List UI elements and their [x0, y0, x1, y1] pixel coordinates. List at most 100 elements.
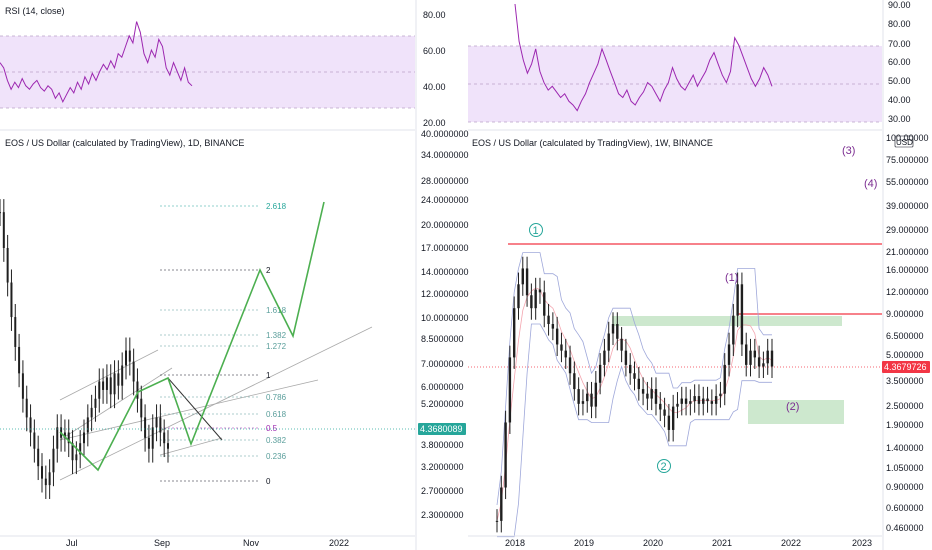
- right-price-body: [543, 292, 546, 316]
- left-channel-line: [59, 367, 173, 441]
- left-price-tick: 14.0000000: [421, 267, 469, 277]
- left-time-tick: 2022: [329, 538, 349, 548]
- right-price-body: [637, 378, 640, 390]
- right-rsi-tick: 70.00: [888, 39, 911, 49]
- left-time-tick: Jul: [66, 538, 78, 548]
- right-price-body: [547, 315, 550, 325]
- right-price-body: [534, 289, 537, 309]
- right-price-body: [629, 364, 632, 374]
- left-rsi-tick: 20.00: [423, 118, 446, 128]
- right-time-tick: 2019: [574, 538, 594, 548]
- left-channel-line: [159, 437, 223, 456]
- left-price-body: [121, 365, 124, 386]
- fib-level-label: 0.786: [266, 393, 287, 402]
- right-rsi-tick: 90.00: [888, 0, 911, 10]
- left-price-body: [163, 432, 166, 444]
- right-price-body: [770, 350, 774, 367]
- left-price-body: [102, 381, 105, 390]
- right-price-body: [749, 350, 752, 365]
- bollinger-basis: [496, 287, 773, 521]
- right-price-body: [727, 344, 731, 365]
- left-price-body: [155, 417, 158, 428]
- support-zone: [748, 400, 844, 424]
- fib-level-label: 1: [266, 371, 271, 380]
- right-price-body: [697, 396, 701, 404]
- right-price-tick: 3.500000: [886, 376, 924, 386]
- right-price-body: [714, 396, 718, 404]
- right-price-body: [684, 398, 688, 404]
- right-price-title: EOS / US Dollar (calculated by TradingVi…: [472, 138, 713, 148]
- left-price-body: [2, 212, 5, 248]
- right-price-tick: 0.460000: [886, 523, 924, 533]
- left-price-tick: 2.3000000: [421, 510, 464, 520]
- fib-level-label: 1.272: [266, 342, 287, 351]
- right-price-body: [680, 398, 683, 404]
- left-price-body: [105, 377, 108, 390]
- left-price-body: [6, 247, 9, 283]
- bollinger-upper: [496, 252, 772, 506]
- left-price-body: [109, 377, 112, 395]
- left-price-body: [44, 478, 47, 486]
- left-price-tick: 40.0000000: [421, 129, 469, 139]
- right-price-body: [521, 268, 524, 285]
- left-rsi-band: [0, 36, 415, 108]
- left-price-tick: 2.7000000: [421, 486, 464, 496]
- left-price-body: [128, 350, 131, 362]
- left-price-body: [56, 427, 59, 449]
- currency-badge[interactable]: [894, 135, 914, 148]
- right-price-body: [732, 315, 735, 345]
- right-price-tick: 21.000000: [886, 247, 929, 257]
- left-rsi-tick: 80.00: [423, 10, 446, 20]
- fib-level-label: 0.236: [266, 452, 287, 461]
- left-price-tick: 3.8000000: [421, 440, 464, 450]
- left-price-bars: [0, 199, 169, 499]
- left-price-body: [151, 427, 154, 449]
- right-price-tag-bg: [882, 361, 930, 373]
- left-fibonacci-extension: 2.618 2 1.618 1.382 1.272 1 0.786 0.618 0.5 0.382…: [160, 202, 287, 486]
- left-rsi-line: [0, 21, 193, 103]
- left-price-body: [10, 282, 13, 318]
- right-price-tick: 12.000000: [886, 287, 929, 297]
- left-rsi-tick: 40.00: [423, 82, 446, 92]
- left-green-wave-path: [59, 201, 325, 472]
- right-price-body: [616, 324, 619, 339]
- left-price-tag-bg: [418, 423, 466, 435]
- left-price-body: [71, 443, 74, 461]
- right-price-body: [706, 398, 709, 402]
- right-price-tick: 1.400000: [886, 443, 924, 453]
- right-rsi-tick: 80.00: [888, 19, 911, 29]
- fib-level-label: 0: [266, 477, 271, 486]
- left-price-body: [63, 432, 66, 438]
- right-price-body: [568, 357, 572, 374]
- left-price-tick: 17.0000000: [421, 243, 469, 253]
- right-price-body: [508, 357, 512, 423]
- right-price-body: [646, 393, 649, 399]
- left-price-body: [113, 373, 116, 395]
- right-time-tick: 2021: [712, 538, 732, 548]
- right-price-body: [594, 382, 598, 407]
- wave-label-4: (4): [864, 178, 877, 190]
- right-price-body: [719, 393, 722, 397]
- resistance-zone: [612, 316, 842, 326]
- right-price-body: [611, 324, 615, 334]
- right-price-body: [560, 344, 563, 351]
- left-price-body: [33, 432, 36, 449]
- fib-level-label: 2: [266, 266, 271, 275]
- left-price-ticks: 40.0000000 34.0000000 28.0000000 24.0000000…: [421, 129, 469, 520]
- left-price-body: [29, 417, 32, 433]
- left-price-tick: 6.0000000: [421, 382, 464, 392]
- right-rsi-tick: 60.00: [888, 57, 911, 67]
- left-price-tick: 8.5000000: [421, 334, 464, 344]
- right-time-axis: 2018 2019 2020 2021 2022 2023: [505, 538, 872, 548]
- left-price-body: [21, 373, 24, 399]
- wave-circle-1-label: 1: [533, 225, 539, 237]
- right-price-body: [551, 324, 555, 329]
- wave-label-3: (3): [842, 145, 855, 157]
- right-rsi-tick: 40.00: [888, 95, 911, 105]
- right-price-body: [745, 344, 748, 365]
- left-price-tick: 28.0000000: [421, 176, 469, 186]
- right-price-body: [504, 422, 507, 488]
- left-price-body: [86, 417, 89, 433]
- left-price-tick: 24.0000000: [421, 195, 469, 205]
- left-price-body: [90, 407, 93, 418]
